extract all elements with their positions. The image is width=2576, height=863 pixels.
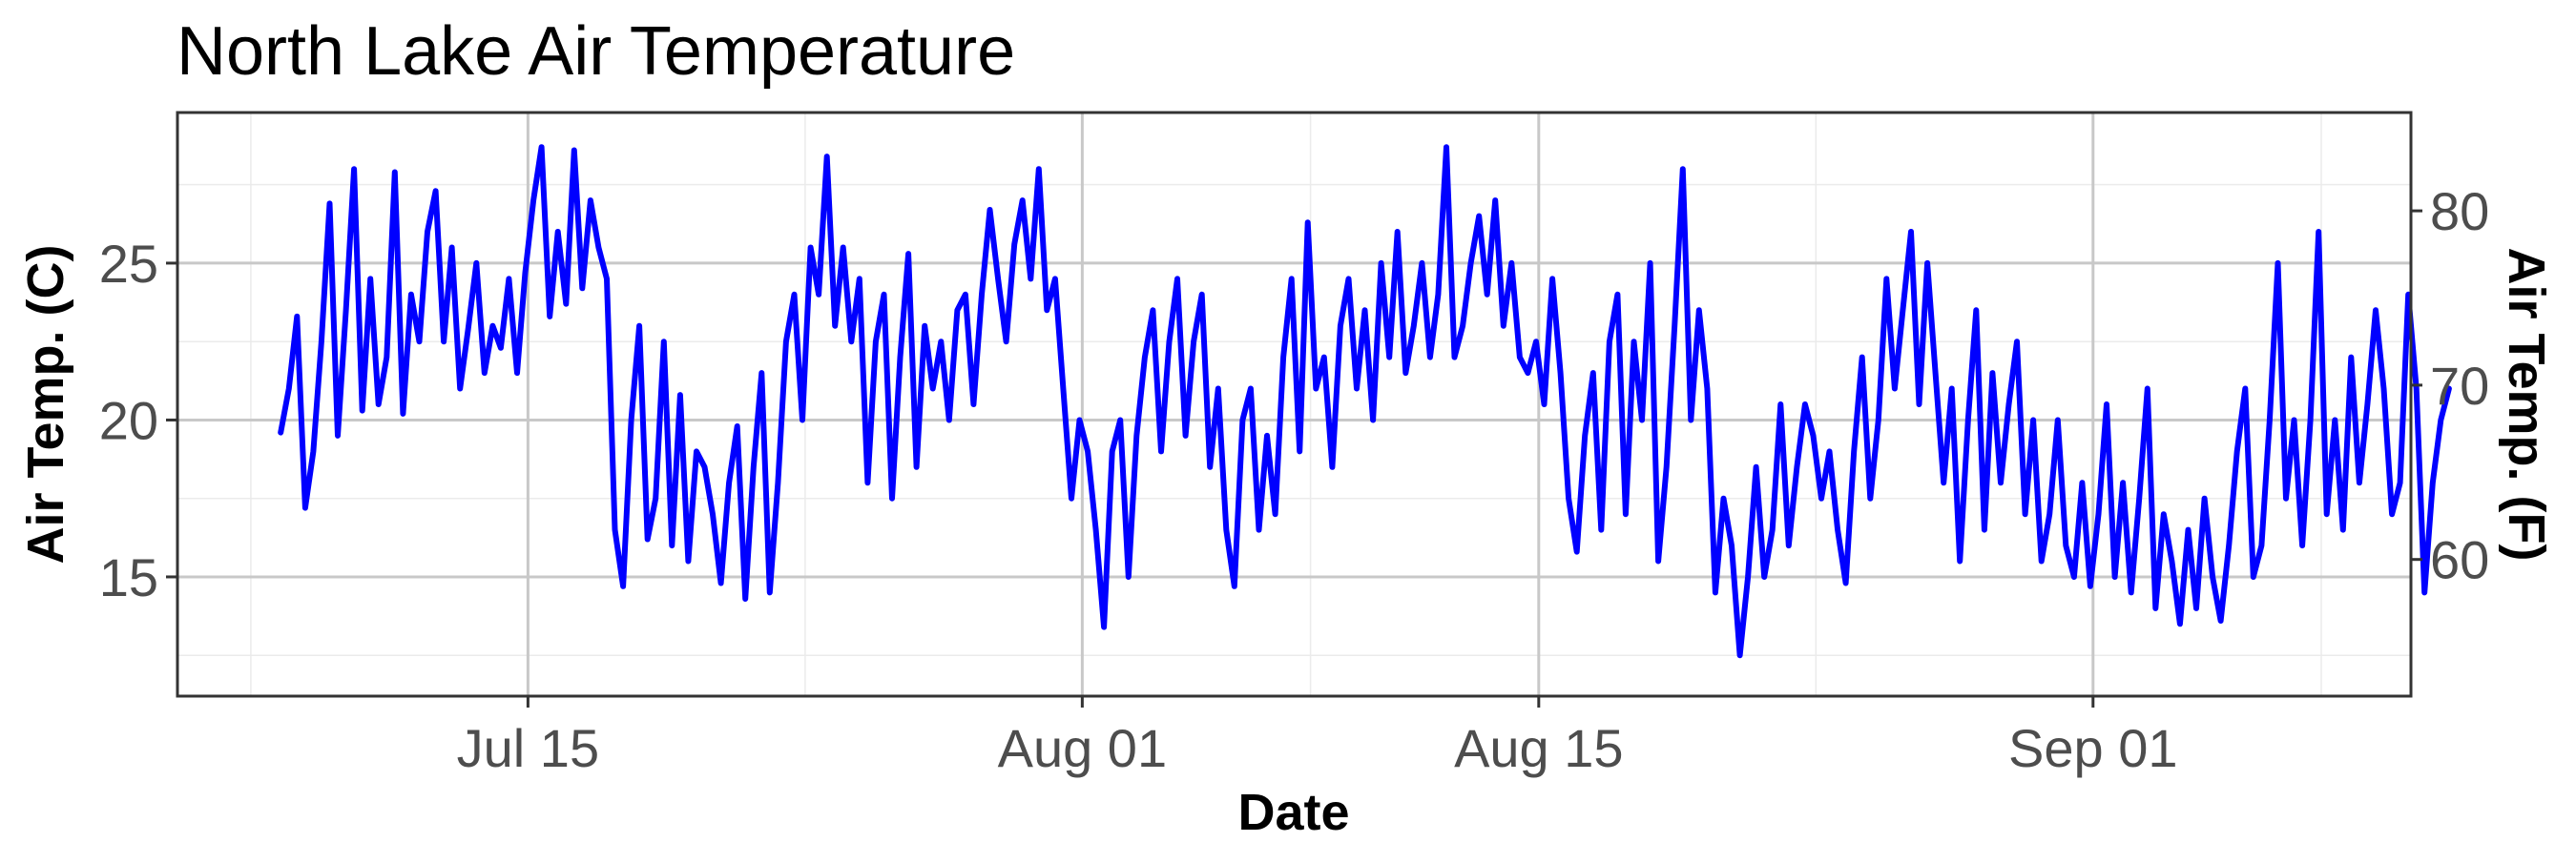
x-tick-label: Jul 15: [457, 718, 599, 778]
y2-tick-label: 80: [2430, 181, 2489, 241]
x-axis-title: Date: [1237, 784, 1349, 841]
temperature-series-line-0: [278, 144, 2452, 659]
y2-tick-label: 60: [2430, 530, 2489, 590]
chart-title: North Lake Air Temperature: [177, 13, 1015, 90]
y-tick-label: 25: [99, 234, 158, 294]
y-tick-label: 15: [99, 547, 158, 607]
series-layer: [278, 144, 2452, 659]
x-axis: Jul 15 Aug 01 Aug 15 Sep 01: [457, 696, 2178, 778]
plot-panel-border: [176, 111, 2413, 698]
y-axis-right: 60 70 80: [2411, 181, 2489, 590]
x-tick-label: Aug 01: [998, 718, 1168, 778]
y-axis-left: 15 20 25: [99, 234, 177, 607]
y2-axis-title: Air Temp. (F): [2498, 248, 2555, 562]
x-tick-label: Aug 15: [1454, 718, 1624, 778]
y2-tick-label: 70: [2430, 356, 2489, 416]
y-tick-label: 20: [99, 390, 158, 450]
x-tick-label: Sep 01: [2008, 718, 2178, 778]
grid: [177, 113, 2411, 696]
y-axis-title: Air Temp. (C): [17, 245, 74, 565]
